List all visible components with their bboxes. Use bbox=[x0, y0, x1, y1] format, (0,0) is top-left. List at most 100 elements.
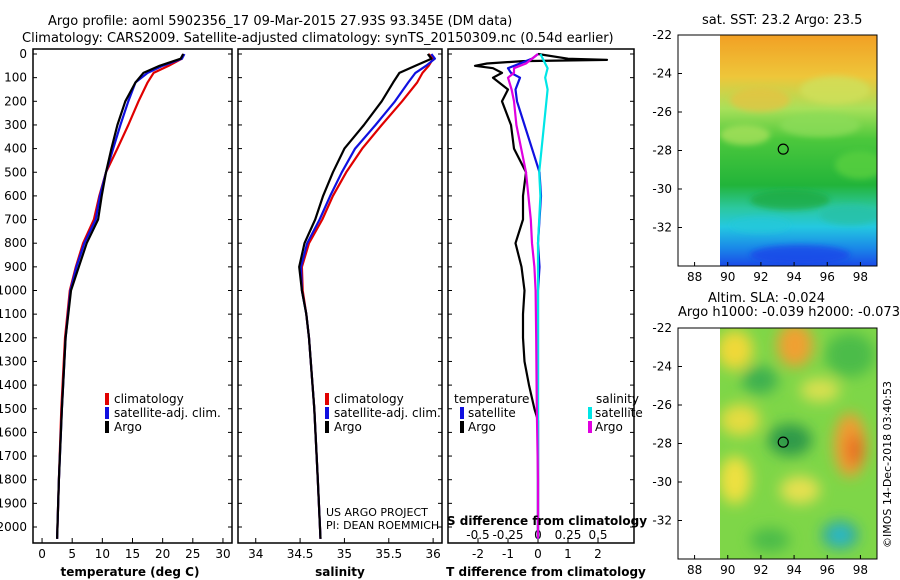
temperature-series-satellite-adj bbox=[56, 53, 186, 539]
depth-tick-label: 300 bbox=[4, 118, 27, 132]
map-x-tick-label: 98 bbox=[853, 270, 868, 284]
s-difference-x-tick-label: 0.5 bbox=[588, 528, 607, 542]
map-x-tick-label: 94 bbox=[786, 270, 801, 284]
temperature-x-tick-label: 5 bbox=[68, 547, 76, 561]
depth-tick-label: 200 bbox=[4, 94, 27, 108]
sst-blob bbox=[800, 76, 870, 104]
t-difference-x-axis: -2 -1 0 1 2 bbox=[472, 538, 602, 561]
legend-swatch-argo bbox=[105, 421, 109, 433]
legend-label-s-argo: Argo bbox=[595, 420, 623, 434]
s-difference-x-tick-label: -0.5 bbox=[466, 528, 489, 542]
temperature-x-tick-label: 25 bbox=[185, 547, 200, 561]
depth-tick-label: 1500 bbox=[0, 402, 27, 416]
legend-label-satellite: satellite-adj. clim. bbox=[114, 406, 221, 420]
sst-land-mask bbox=[678, 35, 720, 266]
temperature-x-axis: 0 5 10 15 20 25 30 bbox=[38, 538, 231, 561]
salinity-legend: climatology satellite-adj. clim. Argo bbox=[325, 392, 441, 434]
sla-blob bbox=[720, 330, 753, 370]
sla-texture bbox=[720, 328, 875, 552]
difference-series bbox=[473, 52, 609, 539]
salinity-x-tick-label: 35.5 bbox=[375, 547, 402, 561]
temperature-x-tick-label: 20 bbox=[155, 547, 170, 561]
legend-swatch-satellite bbox=[325, 407, 329, 419]
s-difference-x-tick-label: -0.25 bbox=[492, 528, 523, 542]
sst-blob bbox=[820, 205, 877, 225]
sla-map bbox=[720, 328, 877, 559]
temperature-x-tick-label: 10 bbox=[95, 547, 110, 561]
map-x-tick-label: 88 bbox=[687, 563, 702, 577]
depth-tick-label: 900 bbox=[4, 260, 27, 274]
sla-blob bbox=[777, 328, 813, 367]
legend-title-salinity: salinity bbox=[596, 392, 639, 406]
map-x-tick-label: 88 bbox=[687, 270, 702, 284]
map-y-tick-label: -32 bbox=[652, 514, 672, 528]
sla-map-subtitle: Argo h1000: -0.039 h2000: -0.073 bbox=[678, 305, 900, 320]
sla-blob bbox=[780, 476, 820, 504]
sla-profile-marker bbox=[777, 436, 789, 448]
salinity-series-argo bbox=[298, 53, 433, 539]
depth-tick-label: 500 bbox=[4, 165, 27, 179]
legend-label-climatology: climatology bbox=[114, 392, 184, 406]
map-y-tick-label: -22 bbox=[652, 28, 672, 42]
map-x-tick-label: 96 bbox=[820, 563, 835, 577]
difference-legend: temperature satellite Argo salinity sate… bbox=[454, 392, 643, 434]
map-x-tick-label: 90 bbox=[720, 270, 735, 284]
credit-project: US ARGO PROJECT bbox=[326, 506, 428, 519]
depth-tick-label: 1700 bbox=[0, 449, 27, 463]
sst-blob bbox=[720, 125, 770, 145]
depth-tick-label: 1300 bbox=[0, 354, 27, 368]
t-difference-axis-label: T difference from climatology bbox=[446, 565, 646, 579]
depth-tick-label: 1800 bbox=[0, 473, 27, 487]
depth-tick-label: 100 bbox=[4, 71, 27, 85]
depth-tick-label: 1000 bbox=[0, 284, 27, 298]
legend-swatch-argo bbox=[325, 421, 329, 433]
sla-land-mask bbox=[678, 328, 720, 559]
sla-blob bbox=[742, 366, 778, 394]
salinity-x-tick-label: 34.5 bbox=[287, 547, 314, 561]
map-x-tick-label: 94 bbox=[786, 563, 801, 577]
salinity-panel-frame bbox=[237, 48, 443, 544]
sst-blob bbox=[750, 245, 850, 265]
legend-swatch-s-satellite bbox=[588, 407, 592, 419]
depth-tick-label: 1900 bbox=[0, 496, 27, 510]
legend-swatch-climatology bbox=[105, 393, 109, 405]
temperature-series-argo bbox=[56, 53, 185, 539]
map-y-tick-label: -28 bbox=[652, 437, 672, 451]
sla-blob bbox=[847, 434, 863, 466]
t-difference-x-tick-label: -2 bbox=[472, 547, 484, 561]
salinity-x-tick-label: 35 bbox=[337, 547, 352, 561]
temperature-legend: climatology satellite-adj. clim. Argo bbox=[105, 392, 221, 434]
temperature-series bbox=[56, 53, 186, 539]
sla-blob bbox=[720, 404, 760, 436]
salinity-axis-label: salinity bbox=[315, 565, 365, 579]
map-y-tick-label: -30 bbox=[652, 182, 672, 196]
temperature-panel-frame bbox=[32, 48, 233, 544]
t-difference-x-tick-label: 1 bbox=[564, 547, 572, 561]
sst-map-title: sat. SST: 23.2 Argo: 23.5 bbox=[702, 13, 862, 28]
sla-blob bbox=[825, 333, 875, 377]
temperature-x-tick-label: 30 bbox=[215, 547, 230, 561]
map-x-tick-label: 96 bbox=[820, 270, 835, 284]
map-y-tick-label: -24 bbox=[652, 360, 672, 374]
difference-panel-frame bbox=[447, 48, 635, 544]
sla-blob bbox=[720, 456, 751, 504]
legend-label-climatology: climatology bbox=[334, 392, 404, 406]
legend-label-t-satellite: satellite bbox=[468, 406, 516, 420]
depth-tick-label: 1100 bbox=[0, 307, 27, 321]
sst-texture bbox=[720, 76, 877, 265]
temperature-x-tick-label: 0 bbox=[38, 547, 46, 561]
sst-map bbox=[720, 35, 877, 266]
sla-map-title: Altim. SLA: -0.024 bbox=[708, 291, 825, 306]
legend-swatch-satellite bbox=[105, 407, 109, 419]
sla-blob bbox=[800, 378, 840, 402]
temperature-axis-label: temperature (deg C) bbox=[61, 565, 200, 579]
map-y-tick-label: -28 bbox=[652, 144, 672, 158]
depth-axis: 0 100 200 300 400 500 600 700 800 900 1000 1100 1200… bbox=[0, 47, 634, 534]
depth-tick-label: 1400 bbox=[0, 378, 27, 392]
map-y-tick-label: -32 bbox=[652, 221, 672, 235]
map-y-tick-label: -26 bbox=[652, 105, 672, 119]
sst-profile-marker bbox=[777, 143, 789, 155]
sla-blob bbox=[832, 529, 848, 541]
legend-title-temperature: temperature bbox=[454, 392, 529, 406]
sst-blob bbox=[835, 151, 877, 179]
